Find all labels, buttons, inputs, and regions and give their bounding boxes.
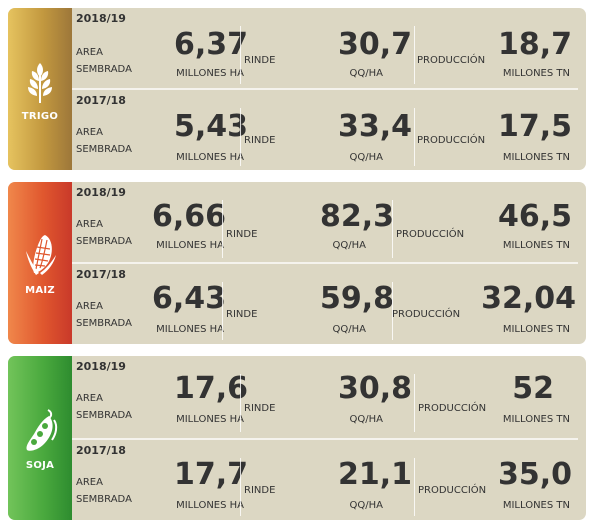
produccion-label: PRODUCCIÓN [417, 55, 486, 66]
rinde-value: 30,7 [337, 27, 412, 62]
produccion-value: 35,0 [497, 457, 572, 492]
rinde-unit: QQ/HA [332, 324, 366, 335]
produccion-unit: MILLONES TN [502, 240, 570, 251]
column-divider [392, 200, 393, 258]
row-divider [72, 88, 578, 90]
crop-card-trigo: TRIGO 2018/19 AREA SEMBRADA 6,37 MILLONE… [8, 8, 586, 170]
row-divider [72, 262, 578, 264]
crop-name: SOJA [25, 459, 55, 471]
produccion-unit: MILLONES TN [502, 500, 570, 511]
area-value: 5,43 [173, 109, 248, 144]
crop-card-maiz: MAIZ 2018/19 AREA SEMBRADA 6,66 MILLONES… [8, 182, 586, 344]
soybean-pod-icon [26, 408, 58, 451]
column-divider [414, 108, 415, 166]
crop-row: 2018/19 AREA SEMBRADA 17,6 MILLONES HA R… [72, 356, 586, 436]
area-label: AREA SEMBRADA [76, 477, 132, 505]
area-unit: MILLONES HA [176, 68, 244, 79]
season-year: 2017/18 [76, 94, 126, 107]
corn-icon [26, 234, 56, 275]
area-label: AREA SEMBRADA [76, 301, 132, 329]
crop-row: 2018/19 AREA SEMBRADA 6,37 MILLONES HA R… [72, 8, 586, 88]
produccion-value: 46,5 [497, 199, 572, 234]
area-unit: MILLONES HA [156, 324, 224, 335]
rinde-label: RINDE [226, 229, 258, 240]
rinde-label: RINDE [244, 135, 276, 146]
column-divider [414, 374, 415, 432]
rinde-unit: QQ/HA [349, 500, 383, 511]
area-value: 17,7 [173, 457, 248, 492]
produccion-label: PRODUCCIÓN [418, 485, 487, 496]
produccion-value: 17,5 [497, 109, 572, 144]
rinde-value: 59,8 [319, 281, 394, 316]
column-divider [240, 458, 241, 516]
crop-name: TRIGO [21, 110, 59, 122]
rinde-value: 30,8 [337, 371, 412, 406]
crop-sidebar-trigo: TRIGO [8, 8, 72, 170]
column-divider [240, 26, 241, 84]
produccion-unit: MILLONES TN [502, 68, 570, 79]
wheat-icon [28, 62, 52, 103]
produccion-unit: MILLONES TN [502, 414, 570, 425]
season-year: 2018/19 [76, 186, 126, 199]
row-divider [72, 438, 578, 440]
crop-row: 2017/18 AREA SEMBRADA 17,7 MILLONES HA R… [72, 440, 586, 520]
season-year: 2017/18 [76, 444, 126, 457]
produccion-value: 52 [512, 371, 554, 406]
rinde-label: RINDE [244, 485, 276, 496]
crop-sidebar-maiz: MAIZ [8, 182, 72, 344]
area-value: 6,66 [151, 199, 226, 234]
produccion-value: 32,04 [481, 281, 576, 316]
produccion-label: PRODUCCIÓN [392, 309, 461, 320]
rinde-unit: QQ/HA [332, 240, 366, 251]
area-label: AREA SEMBRADA [76, 127, 132, 155]
produccion-label: PRODUCCIÓN [417, 135, 486, 146]
rinde-unit: QQ/HA [349, 414, 383, 425]
rinde-label: RINDE [244, 55, 276, 66]
rinde-unit: QQ/HA [349, 68, 383, 79]
season-year: 2018/19 [76, 360, 126, 373]
crop-row: 2018/19 AREA SEMBRADA 6,66 MILLONES HA R… [72, 182, 586, 262]
column-divider [240, 374, 241, 432]
produccion-label: PRODUCCIÓN [418, 403, 487, 414]
area-unit: MILLONES HA [176, 500, 244, 511]
rinde-value: 33,4 [337, 109, 412, 144]
crop-name: MAIZ [25, 284, 55, 296]
season-year: 2018/19 [76, 12, 126, 25]
crop-card-soja: SOJA 2018/19 AREA SEMBRADA 17,6 MILLONES… [8, 356, 586, 520]
rinde-value: 82,3 [319, 199, 394, 234]
produccion-unit: MILLONES TN [502, 324, 570, 335]
crop-row: 2017/18 AREA SEMBRADA 5,43 MILLONES HA R… [72, 90, 586, 170]
column-divider [414, 458, 415, 516]
area-value: 6,37 [173, 27, 248, 62]
area-label: AREA SEMBRADA [76, 47, 132, 75]
crop-row: 2017/18 AREA SEMBRADA 6,43 MILLONES HA R… [72, 264, 586, 344]
produccion-unit: MILLONES TN [502, 152, 570, 163]
area-unit: MILLONES HA [156, 240, 224, 251]
season-year: 2017/18 [76, 268, 126, 281]
rinde-label: RINDE [226, 309, 258, 320]
column-divider [392, 282, 393, 340]
area-label: AREA SEMBRADA [76, 393, 132, 421]
rinde-label: RINDE [244, 403, 276, 414]
area-unit: MILLONES HA [176, 152, 244, 163]
area-unit: MILLONES HA [176, 414, 244, 425]
area-label: AREA SEMBRADA [76, 219, 132, 247]
produccion-label: PRODUCCIÓN [396, 229, 465, 240]
rinde-value: 21,1 [337, 457, 412, 492]
area-value: 6,43 [151, 281, 226, 316]
area-value: 17,6 [173, 371, 248, 406]
crop-sidebar-soja: SOJA [8, 356, 72, 520]
column-divider [240, 108, 241, 166]
column-divider [222, 282, 223, 340]
column-divider [414, 26, 415, 84]
produccion-value: 18,7 [497, 27, 572, 62]
rinde-unit: QQ/HA [349, 152, 383, 163]
column-divider [222, 200, 223, 258]
